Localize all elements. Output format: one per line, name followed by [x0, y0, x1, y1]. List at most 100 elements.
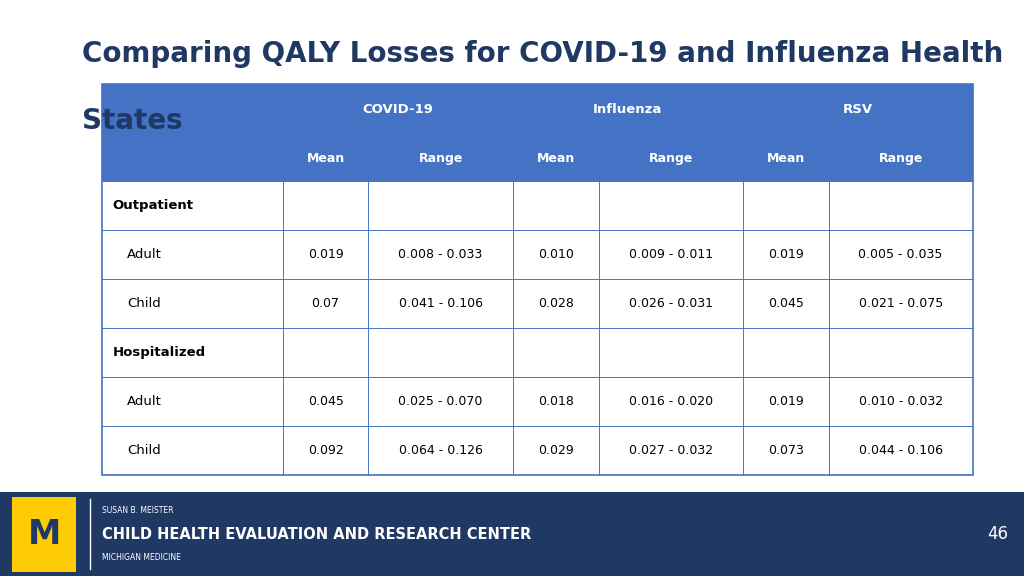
Bar	[598, 230, 742, 279]
Bar	[369, 426, 513, 475]
Bar	[283, 377, 369, 426]
Bar	[369, 230, 513, 279]
Bar	[828, 137, 973, 181]
Bar	[598, 279, 742, 328]
Bar	[102, 181, 283, 230]
Bar	[283, 181, 369, 230]
Text: Range: Range	[419, 153, 463, 165]
Bar	[513, 328, 598, 377]
Bar	[598, 137, 742, 181]
Bar	[283, 426, 369, 475]
Bar	[513, 377, 598, 426]
Text: 0.027 - 0.032: 0.027 - 0.032	[629, 444, 713, 457]
Bar	[102, 328, 283, 377]
Bar	[369, 181, 513, 230]
Bar	[369, 377, 513, 426]
Text: M: M	[28, 518, 60, 551]
Text: Influenza: Influenza	[593, 104, 663, 116]
Text: 0.064 - 0.126: 0.064 - 0.126	[398, 444, 482, 457]
Bar	[742, 137, 828, 181]
Text: Child: Child	[127, 297, 161, 310]
Text: 0.092: 0.092	[308, 444, 343, 457]
Text: Range: Range	[648, 153, 693, 165]
Bar	[742, 328, 828, 377]
Bar	[369, 137, 513, 181]
Text: 0.010 - 0.032: 0.010 - 0.032	[858, 395, 943, 408]
Bar	[283, 84, 513, 137]
Text: States: States	[82, 107, 182, 135]
Text: 46: 46	[987, 525, 1009, 543]
Bar	[283, 328, 369, 377]
Bar	[742, 426, 828, 475]
Text: Mean: Mean	[537, 153, 574, 165]
Text: Adult: Adult	[127, 248, 162, 262]
Text: Outpatient: Outpatient	[113, 199, 194, 213]
Bar	[828, 328, 973, 377]
Bar	[102, 230, 283, 279]
Text: 0.045: 0.045	[768, 297, 804, 310]
Text: SUSAN B. MEISTER: SUSAN B. MEISTER	[102, 506, 174, 516]
Text: 0.019: 0.019	[768, 395, 804, 408]
Text: 0.073: 0.073	[768, 444, 804, 457]
Bar	[742, 230, 828, 279]
Bar	[513, 426, 598, 475]
Text: 0.025 - 0.070: 0.025 - 0.070	[398, 395, 482, 408]
Text: MICHIGAN MEDICINE: MICHIGAN MEDICINE	[102, 553, 181, 562]
Bar	[102, 137, 283, 181]
Bar	[513, 137, 598, 181]
Bar	[102, 426, 283, 475]
Text: 0.028: 0.028	[538, 297, 573, 310]
Bar	[283, 137, 369, 181]
Bar	[828, 426, 973, 475]
Text: 0.010: 0.010	[538, 248, 573, 262]
Text: Mean: Mean	[306, 153, 345, 165]
Text: 0.021 - 0.075: 0.021 - 0.075	[858, 297, 943, 310]
Text: 0.029: 0.029	[538, 444, 573, 457]
Bar	[742, 377, 828, 426]
Bar	[102, 84, 283, 137]
Text: 0.009 - 0.011: 0.009 - 0.011	[629, 248, 713, 262]
Bar	[828, 377, 973, 426]
Bar	[598, 181, 742, 230]
Bar	[513, 279, 598, 328]
Text: CHILD HEALTH EVALUATION AND RESEARCH CENTER: CHILD HEALTH EVALUATION AND RESEARCH CEN…	[102, 526, 531, 542]
Bar	[102, 377, 283, 426]
Bar	[742, 181, 828, 230]
Bar	[742, 84, 973, 137]
Bar	[513, 84, 742, 137]
Bar	[283, 279, 369, 328]
Bar	[369, 279, 513, 328]
Text: COVID-19: COVID-19	[362, 104, 433, 116]
Text: Mean: Mean	[767, 153, 805, 165]
Text: 0.016 - 0.020: 0.016 - 0.020	[629, 395, 713, 408]
Bar	[828, 279, 973, 328]
Bar	[828, 230, 973, 279]
Bar	[102, 279, 283, 328]
Bar	[283, 230, 369, 279]
Text: 0.019: 0.019	[308, 248, 343, 262]
Text: Hospitalized: Hospitalized	[113, 346, 206, 359]
Text: 0.005 - 0.035: 0.005 - 0.035	[858, 248, 943, 262]
Bar	[742, 279, 828, 328]
Bar	[598, 328, 742, 377]
Text: Range: Range	[879, 153, 923, 165]
Text: 0.018: 0.018	[538, 395, 573, 408]
Text: Comparing QALY Losses for COVID-19 and Influenza Health: Comparing QALY Losses for COVID-19 and I…	[82, 40, 1004, 69]
Bar	[369, 328, 513, 377]
Text: 0.041 - 0.106: 0.041 - 0.106	[398, 297, 482, 310]
Text: 0.045: 0.045	[307, 395, 343, 408]
Text: Adult: Adult	[127, 395, 162, 408]
Text: 0.044 - 0.106: 0.044 - 0.106	[859, 444, 943, 457]
Text: RSV: RSV	[843, 104, 872, 116]
Bar	[828, 181, 973, 230]
Bar	[513, 230, 598, 279]
Bar	[598, 377, 742, 426]
Text: 0.07: 0.07	[311, 297, 340, 310]
Bar	[598, 426, 742, 475]
Text: Child: Child	[127, 444, 161, 457]
Text: 0.019: 0.019	[768, 248, 804, 262]
Bar	[513, 181, 598, 230]
Text: 0.008 - 0.033: 0.008 - 0.033	[398, 248, 482, 262]
Text: 0.026 - 0.031: 0.026 - 0.031	[629, 297, 713, 310]
Bar	[12, 497, 76, 572]
